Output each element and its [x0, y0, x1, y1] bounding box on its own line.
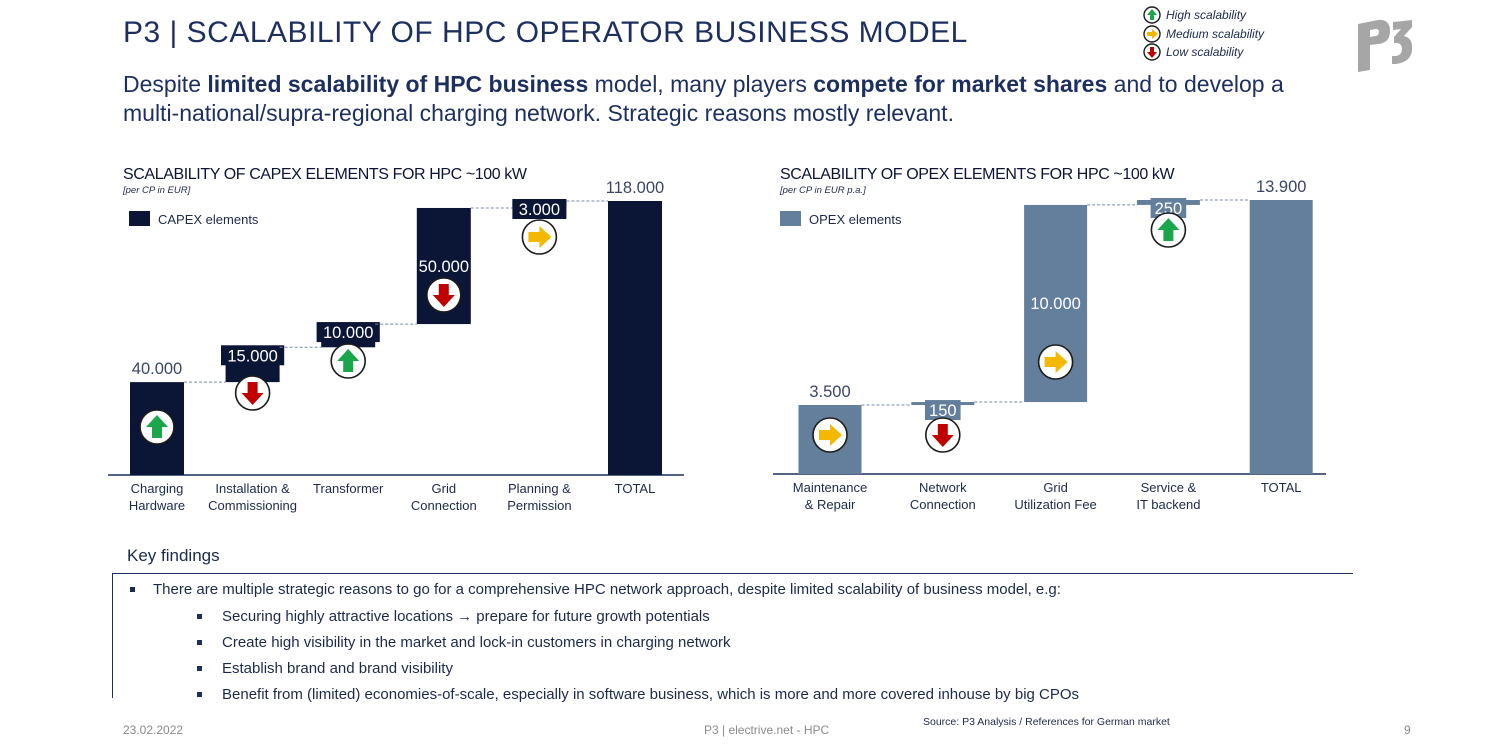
chart-unit-label: [per CP in EUR p.a.]: [779, 185, 866, 196]
category-label: Permission: [507, 498, 571, 513]
key-finding-sub-text: Securing highly attractive locations → p…: [222, 608, 710, 625]
value-label: 50.000: [419, 258, 469, 276]
chart-title: SCALABILITY OF CAPEX ELEMENTS FOR HPC ~1…: [123, 166, 528, 183]
key-finding-sub: Securing highly attractive locations → p…: [197, 608, 710, 625]
low-scalability-icon: [234, 375, 271, 411]
category-label: TOTAL: [1261, 480, 1302, 495]
chart-unit-label: [per CP in EUR]: [122, 185, 191, 196]
value-label: 10.000: [1030, 295, 1080, 313]
category-label: Network: [919, 480, 967, 495]
legend-swatch: [129, 211, 150, 226]
category-label: Grid: [1043, 480, 1068, 495]
category-label: Service &: [1141, 480, 1197, 495]
bullet-square: [197, 614, 202, 619]
category-label: Transformer: [313, 481, 384, 496]
medium-scalability-icon: [521, 219, 558, 255]
legend-swatch: [780, 211, 801, 226]
value-label: 13.900: [1256, 178, 1306, 196]
bullet-square: [197, 666, 202, 671]
key-finding-sub: Create high visibility in the market and…: [197, 634, 731, 651]
value-label-box: [316, 322, 380, 343]
low-scalability-icon: [925, 417, 961, 453]
subtitle-part: Despite: [123, 71, 208, 97]
medium-scalability-icon: [812, 417, 848, 453]
page-subtitle: Despite limited scalability of HPC busin…: [123, 70, 1303, 128]
bullet-square: [197, 692, 202, 697]
value-label: 3.500: [809, 383, 850, 401]
subtitle-part: limited scalability of HPC business: [207, 71, 589, 97]
subtitle-part: model, many players: [588, 71, 814, 97]
opex-waterfall-chart: SCALABILITY OF OPEX ELEMENTS FOR HPC ~10…: [773, 166, 1326, 512]
footer-source: Source: P3 Analysis / References for Ger…: [923, 716, 1170, 728]
category-label: Hardware: [129, 498, 185, 513]
chart-title: SCALABILITY OF OPEX ELEMENTS FOR HPC ~10…: [780, 166, 1176, 183]
value-label: 10.000: [323, 324, 373, 342]
key-finding-sub-text: Create high visibility in the market and…: [222, 634, 731, 651]
right-arrow-icon: [1143, 25, 1161, 43]
legend-label-low: Low scalability: [1166, 45, 1244, 60]
value-label-box: [925, 400, 961, 421]
value-label: 3.000: [519, 201, 560, 219]
footer-page-number: 9: [1404, 723, 1411, 737]
category-label: IT backend: [1136, 497, 1200, 512]
low-scalability-icon: [425, 277, 462, 313]
value-label-box: [221, 345, 285, 366]
legend-label: OPEX elements: [809, 212, 902, 227]
scalability-legend: High scalability Medium scalability Low …: [1143, 6, 1264, 62]
key-finding-sub-text: Establish brand and brand visibility: [222, 660, 453, 677]
bullet-square: [197, 640, 202, 645]
category-label: & Repair: [805, 497, 856, 512]
capex-waterfall-chart: SCALABILITY OF CAPEX ELEMENTS FOR HPC ~1…: [108, 166, 684, 513]
category-label: Planning &: [508, 481, 571, 496]
p3-logo: [1358, 19, 1413, 72]
down-arrow-icon: [1143, 43, 1161, 61]
medium-scalability-icon: [1037, 344, 1074, 380]
key-finding-main: There are multiple strategic reasons to …: [130, 581, 1061, 598]
high-scalability-icon: [330, 343, 366, 379]
category-label: Maintenance: [793, 480, 867, 495]
value-label: 40.000: [132, 360, 182, 378]
value-label-box: [512, 199, 567, 219]
key-finding-main-text: There are multiple strategic reasons to …: [153, 581, 1061, 598]
page-title: P3 | SCALABILITY OF HPC OPERATOR BUSINES…: [123, 16, 968, 49]
bullet-square: [130, 587, 135, 592]
category-label: Commissioning: [208, 498, 297, 513]
legend-item-medium: Medium scalability: [1143, 25, 1264, 44]
high-scalability-icon: [1150, 212, 1187, 248]
value-label: 250: [1155, 200, 1183, 218]
value-label: 150: [929, 402, 957, 420]
footer-date: 23.02.2022: [123, 723, 184, 737]
legend-label-medium: Medium scalability: [1166, 26, 1265, 41]
up-arrow-icon: [1143, 6, 1161, 24]
key-findings-box: [112, 573, 1353, 698]
key-finding-sub: Benefit from (limited) economies-of-scal…: [197, 686, 1079, 703]
key-findings-title: Key findings: [127, 546, 220, 565]
value-label-box: [1150, 198, 1187, 218]
category-label: TOTAL: [615, 481, 656, 496]
legend-label: CAPEX elements: [158, 212, 259, 227]
subtitle-part: and to develop a multi-national/supra-re…: [123, 71, 1284, 126]
category-label: Utilization Fee: [1014, 497, 1096, 512]
waterfall-bar: [1249, 200, 1313, 474]
waterfall-bar: [608, 201, 662, 475]
key-finding-sub: Establish brand and brand visibility: [197, 660, 453, 677]
value-label: 15.000: [227, 347, 277, 365]
key-finding-sub-text: Benefit from (limited) economies-of-scal…: [222, 686, 1080, 703]
category-label: Installation &: [215, 481, 290, 496]
value-label: 118.000: [606, 179, 664, 197]
category-label: Charging: [131, 481, 184, 496]
legend-item-high: High scalability: [1143, 6, 1264, 25]
high-scalability-icon: [139, 409, 175, 445]
category-label: Connection: [910, 497, 976, 512]
footer-center: P3 | electrive.net - HPC: [704, 723, 830, 737]
category-label: Connection: [411, 498, 477, 513]
subtitle-part: compete for market shares: [813, 71, 1108, 97]
legend-item-low: Low scalability: [1143, 43, 1264, 62]
category-label: Grid: [432, 481, 457, 496]
legend-label-high: High scalability: [1166, 8, 1247, 23]
